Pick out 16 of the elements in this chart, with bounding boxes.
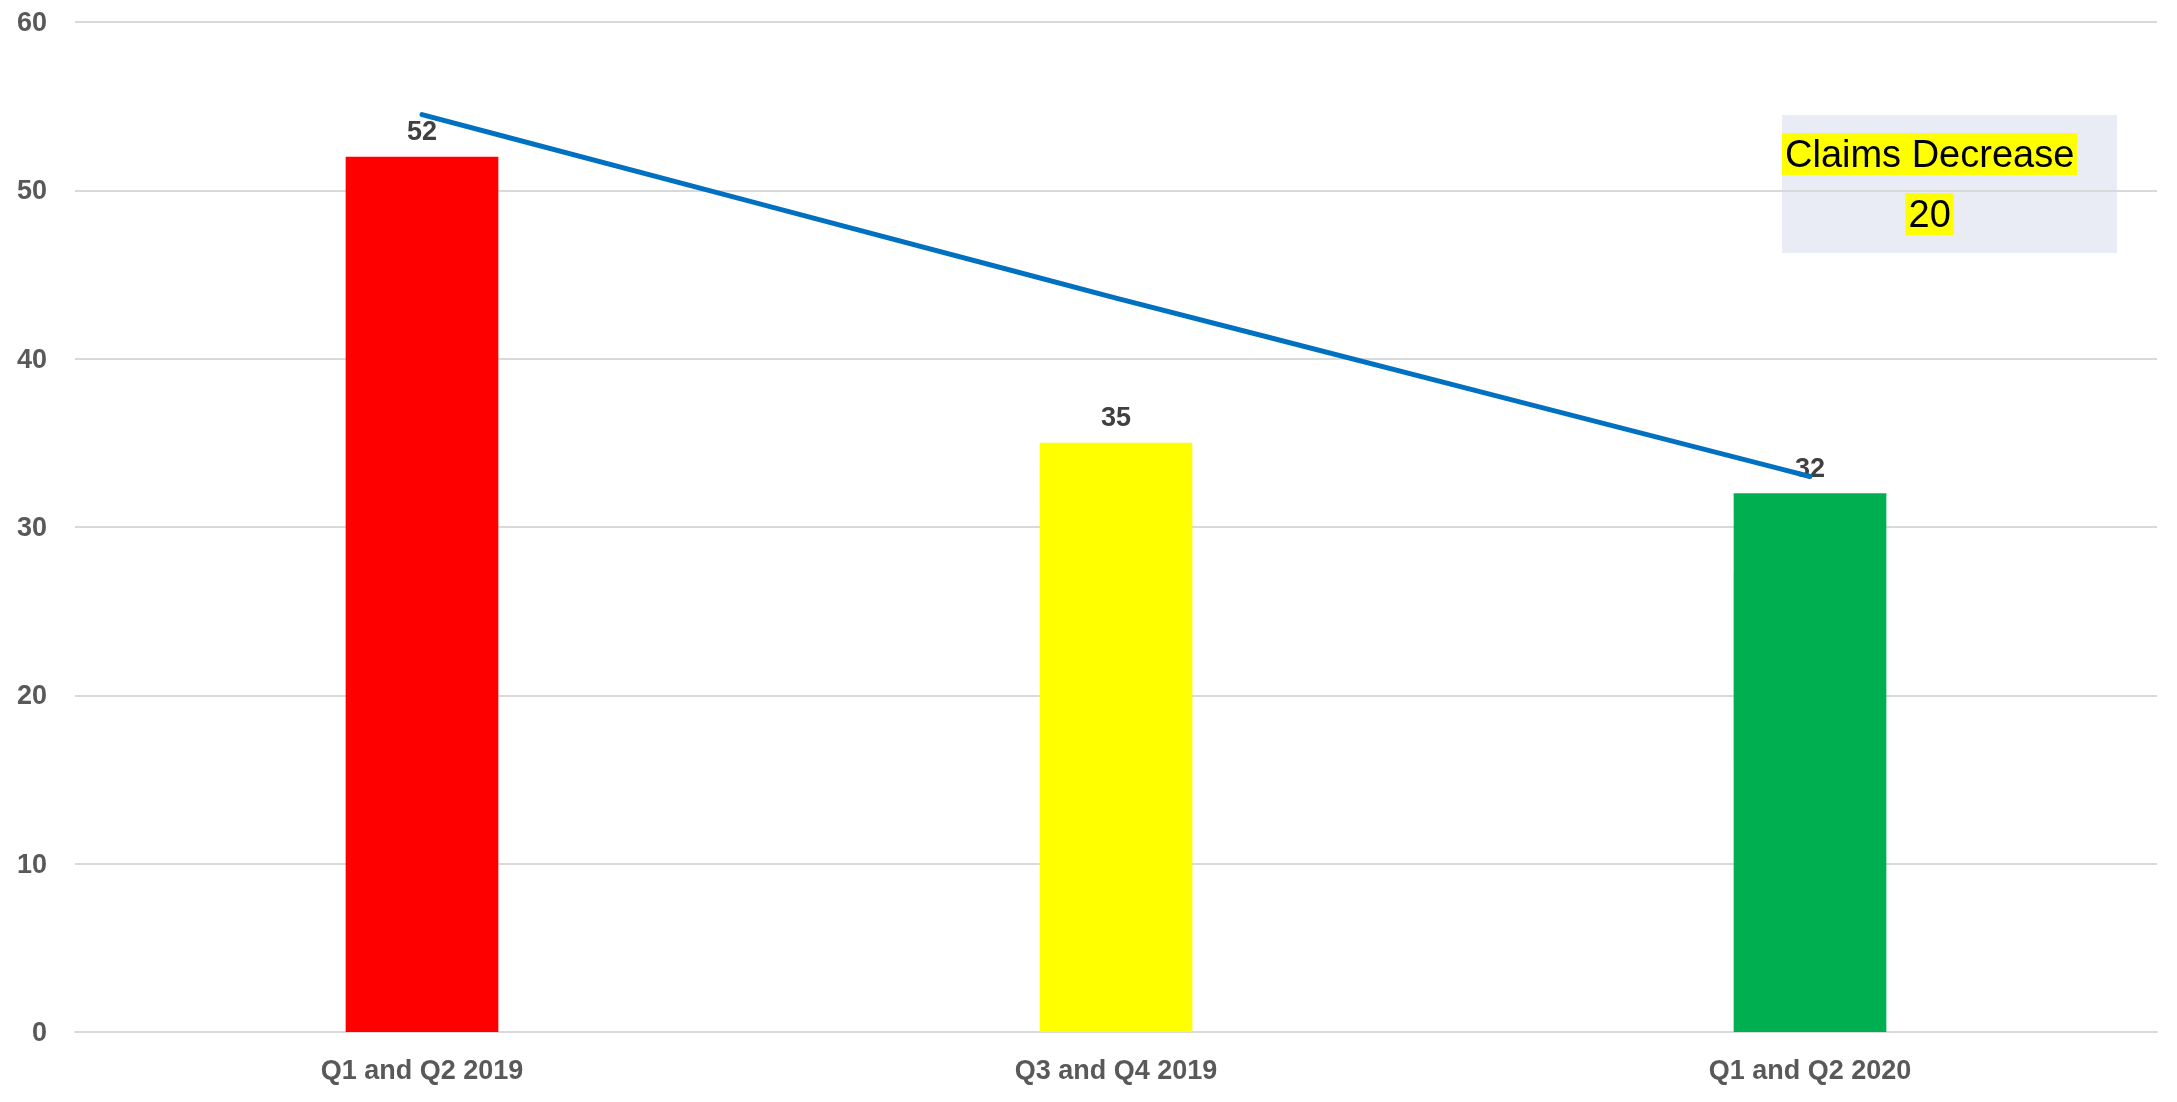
bar xyxy=(1039,442,1193,1032)
x-tick-label: Q3 and Q4 2019 xyxy=(1014,1054,1218,1085)
y-tick-label: 10 xyxy=(16,848,47,879)
y-tick-label: 50 xyxy=(16,175,47,206)
y-tick-label: 30 xyxy=(16,512,47,542)
x-tick-label: Q1 and Q2 2019 xyxy=(320,1054,524,1085)
data-label: 35 xyxy=(1100,402,1132,433)
y-tick-label: 40 xyxy=(16,343,47,374)
y-tick-label: 0 xyxy=(31,1017,47,1047)
annotation: Claims Decrease 20 xyxy=(1785,133,2075,235)
bar xyxy=(1733,493,1887,1032)
bar xyxy=(345,156,499,1032)
y-tick-label: 20 xyxy=(16,680,47,711)
y-tick-label: 60 xyxy=(16,7,47,37)
data-label: 52 xyxy=(406,116,438,147)
x-tick-label: Q1 and Q2 2020 xyxy=(1708,1054,1912,1085)
